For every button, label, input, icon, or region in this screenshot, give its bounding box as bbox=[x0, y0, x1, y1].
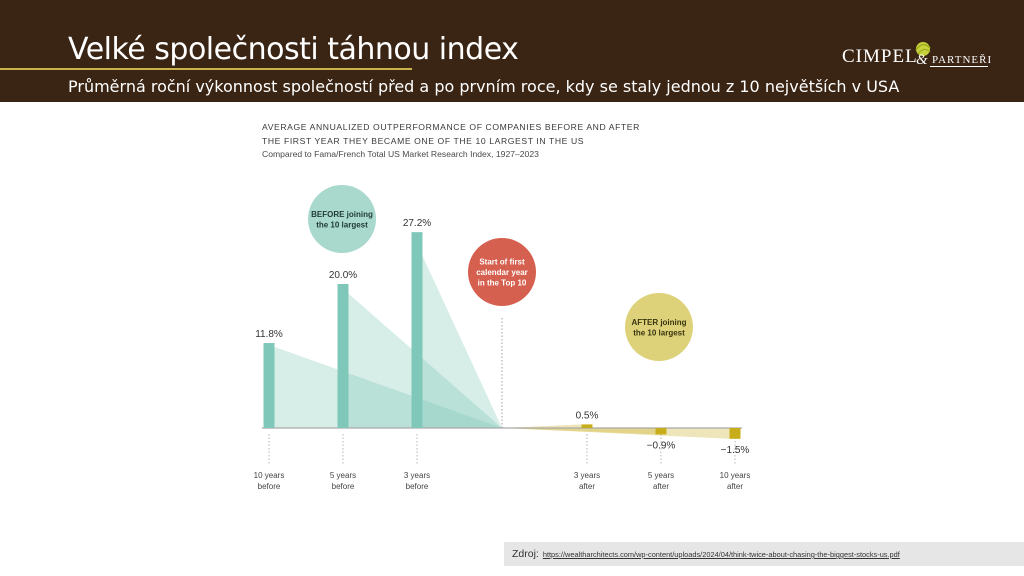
bar-0 bbox=[263, 343, 275, 428]
value-label-5: −1.5% bbox=[721, 445, 750, 456]
after-bubble-text-1: the 10 largest bbox=[633, 328, 685, 337]
title-underline bbox=[0, 68, 412, 70]
source-footer: Zdroj: https://wealtharchitects.com/wp-co… bbox=[504, 542, 1024, 566]
source-link[interactable]: https://wealtharchitects.com/wp-content/… bbox=[542, 550, 900, 559]
logo-name: CIMPEL bbox=[842, 46, 918, 67]
start-bubble-text-2: in the Top 10 bbox=[478, 279, 527, 288]
chart-title-line-1: AVERAGE ANNUALIZED OUTPERFORMANCE OF COM… bbox=[262, 122, 640, 132]
wedge-2 bbox=[411, 232, 502, 428]
after-bubble-circle bbox=[625, 293, 693, 361]
slide-header: Velké společnosti táhnou index Průměrná … bbox=[0, 0, 1024, 102]
tick-label-2-b: before bbox=[406, 482, 429, 491]
tick-label-3-b: after bbox=[579, 482, 595, 491]
before-bubble-text-0: BEFORE joining bbox=[311, 210, 373, 219]
source-label: Zdroj: bbox=[512, 548, 539, 560]
tick-label-4-b: after bbox=[653, 482, 669, 491]
tick-label-0-a: 10 years bbox=[254, 471, 285, 480]
chart-heading: AVERAGE ANNUALIZED OUTPERFORMANCE OF COM… bbox=[262, 120, 640, 161]
wedge-0 bbox=[263, 343, 502, 428]
tick-label-1-a: 5 years bbox=[330, 471, 356, 480]
start-bubble-text-1: calendar year bbox=[476, 268, 528, 277]
bar-3 bbox=[581, 424, 593, 428]
value-label-4: −0.9% bbox=[647, 440, 676, 451]
after-bubble-text-0: AFTER joining bbox=[631, 318, 686, 327]
tick-label-5-a: 10 years bbox=[720, 471, 751, 480]
chart-subtitle: Compared to Fama/French Total US Market … bbox=[262, 149, 539, 159]
tick-label-0-b: before bbox=[258, 482, 281, 491]
start-bubble-text-0: Start of first bbox=[479, 258, 525, 267]
tick-label-3-a: 3 years bbox=[574, 471, 600, 480]
bar-2 bbox=[411, 232, 423, 428]
value-label-0: 11.8% bbox=[255, 329, 283, 340]
value-label-1: 20.0% bbox=[329, 270, 357, 281]
logo-partner: PARTNEŘI bbox=[932, 54, 993, 66]
tick-label-5-b: after bbox=[727, 482, 743, 491]
wedge-5 bbox=[502, 428, 730, 439]
tick-label-2-a: 3 years bbox=[404, 471, 430, 480]
logo-rule bbox=[930, 66, 988, 67]
bar-1 bbox=[337, 284, 349, 428]
bar-5 bbox=[729, 428, 741, 439]
leaf-icon bbox=[915, 42, 931, 56]
before-bubble-circle bbox=[308, 185, 376, 253]
logo-ampersand: & bbox=[916, 52, 928, 68]
wedge-4 bbox=[502, 428, 656, 435]
chart-title-line-2: THE FIRST YEAR THEY BECAME ONE OF THE 10… bbox=[262, 136, 585, 146]
start-bubble-circle bbox=[468, 238, 536, 306]
slide-title: Velké společnosti táhnou index bbox=[68, 32, 519, 67]
before-bubble-text-1: the 10 largest bbox=[316, 220, 368, 229]
tick-label-4-a: 5 years bbox=[648, 471, 674, 480]
slide-subtitle: Průměrná roční výkonnost společností pře… bbox=[68, 77, 900, 96]
value-label-3: 0.5% bbox=[576, 410, 599, 421]
company-logo: CIMPEL & PARTNEŘI bbox=[842, 40, 992, 70]
value-label-2: 27.2% bbox=[403, 218, 431, 229]
wedge-3 bbox=[502, 424, 582, 428]
tick-label-1-b: before bbox=[332, 482, 355, 491]
bar-4 bbox=[655, 428, 667, 435]
